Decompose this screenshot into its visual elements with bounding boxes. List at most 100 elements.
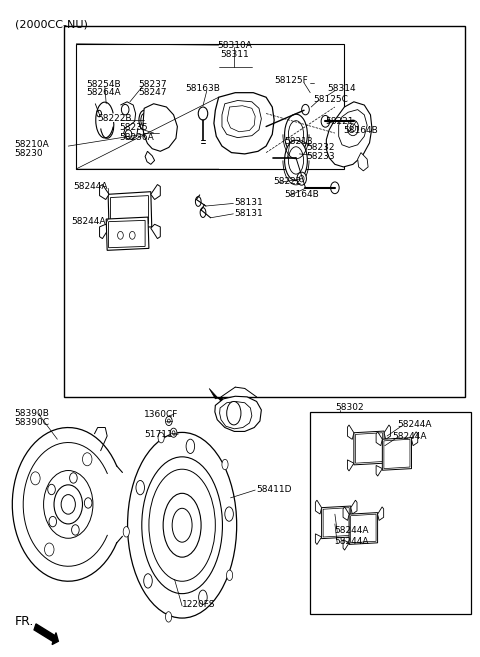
Polygon shape bbox=[315, 534, 322, 545]
Polygon shape bbox=[315, 500, 322, 514]
Bar bbox=[310, 412, 470, 614]
Text: 58131: 58131 bbox=[234, 198, 263, 207]
Polygon shape bbox=[326, 102, 372, 167]
Ellipse shape bbox=[288, 121, 303, 148]
Text: 58222B: 58222B bbox=[97, 114, 132, 124]
Text: 58247: 58247 bbox=[138, 88, 167, 97]
Circle shape bbox=[70, 473, 77, 483]
Text: 58264A: 58264A bbox=[86, 88, 120, 97]
Text: 58236A: 58236A bbox=[119, 133, 154, 142]
Text: FR.: FR. bbox=[14, 615, 34, 628]
Circle shape bbox=[166, 417, 172, 426]
Text: 58244A: 58244A bbox=[72, 217, 106, 226]
Text: 58390B: 58390B bbox=[14, 409, 49, 418]
Polygon shape bbox=[219, 401, 252, 429]
Ellipse shape bbox=[285, 140, 307, 181]
Polygon shape bbox=[358, 152, 368, 171]
Ellipse shape bbox=[222, 459, 228, 470]
Text: 51711: 51711 bbox=[144, 430, 173, 438]
Polygon shape bbox=[99, 185, 109, 200]
Ellipse shape bbox=[128, 432, 237, 618]
Text: 1360CF: 1360CF bbox=[144, 410, 179, 419]
Circle shape bbox=[301, 104, 309, 115]
Circle shape bbox=[297, 172, 306, 185]
Circle shape bbox=[83, 453, 92, 466]
Circle shape bbox=[118, 231, 123, 239]
Ellipse shape bbox=[225, 507, 233, 521]
Circle shape bbox=[125, 130, 132, 139]
Ellipse shape bbox=[172, 509, 192, 542]
Circle shape bbox=[61, 495, 75, 514]
Polygon shape bbox=[209, 388, 225, 405]
Circle shape bbox=[49, 516, 57, 527]
Text: 58164B: 58164B bbox=[343, 126, 378, 135]
Text: 58237: 58237 bbox=[138, 79, 167, 89]
Ellipse shape bbox=[166, 612, 172, 622]
Circle shape bbox=[350, 124, 356, 132]
Text: 58213: 58213 bbox=[284, 137, 313, 146]
Circle shape bbox=[121, 104, 129, 115]
Polygon shape bbox=[145, 151, 155, 164]
Circle shape bbox=[347, 120, 359, 136]
Polygon shape bbox=[383, 438, 411, 470]
Text: 58244A: 58244A bbox=[334, 526, 369, 535]
Polygon shape bbox=[339, 110, 367, 147]
Ellipse shape bbox=[163, 493, 201, 557]
Text: 58254B: 58254B bbox=[86, 79, 120, 89]
Bar bbox=[64, 26, 466, 397]
Text: 58210A: 58210A bbox=[14, 141, 49, 149]
Ellipse shape bbox=[227, 401, 241, 425]
Circle shape bbox=[130, 231, 135, 239]
Ellipse shape bbox=[149, 469, 216, 581]
Text: 1220FS: 1220FS bbox=[182, 600, 216, 609]
Polygon shape bbox=[323, 508, 349, 537]
Polygon shape bbox=[322, 506, 351, 539]
Polygon shape bbox=[348, 460, 354, 471]
Text: 58244A: 58244A bbox=[393, 432, 427, 441]
Polygon shape bbox=[143, 104, 178, 151]
Circle shape bbox=[331, 182, 339, 194]
Polygon shape bbox=[343, 539, 349, 550]
Circle shape bbox=[198, 107, 208, 120]
Text: 58314: 58314 bbox=[328, 84, 356, 93]
Polygon shape bbox=[411, 432, 418, 445]
Ellipse shape bbox=[227, 570, 233, 581]
Text: 58311: 58311 bbox=[220, 51, 249, 59]
Circle shape bbox=[45, 543, 54, 556]
Polygon shape bbox=[108, 220, 145, 248]
Text: 58125F: 58125F bbox=[274, 76, 308, 85]
Polygon shape bbox=[227, 106, 255, 132]
Polygon shape bbox=[384, 425, 391, 440]
Polygon shape bbox=[222, 101, 261, 137]
Ellipse shape bbox=[288, 147, 303, 174]
Text: 58310A: 58310A bbox=[217, 41, 252, 50]
Polygon shape bbox=[351, 514, 376, 543]
Ellipse shape bbox=[285, 114, 307, 154]
Polygon shape bbox=[351, 500, 357, 514]
Polygon shape bbox=[151, 185, 160, 200]
Ellipse shape bbox=[142, 457, 222, 594]
Circle shape bbox=[31, 472, 40, 485]
Polygon shape bbox=[99, 224, 109, 238]
Polygon shape bbox=[376, 465, 383, 476]
Text: 58302: 58302 bbox=[335, 403, 363, 413]
Ellipse shape bbox=[186, 439, 194, 453]
Text: 58235: 58235 bbox=[119, 124, 148, 132]
Circle shape bbox=[72, 525, 79, 535]
Circle shape bbox=[321, 116, 330, 127]
Text: 58244A: 58244A bbox=[73, 182, 108, 191]
Text: 58125C: 58125C bbox=[313, 95, 348, 104]
Text: 58164B: 58164B bbox=[285, 190, 319, 199]
Text: 58221: 58221 bbox=[325, 117, 354, 126]
Polygon shape bbox=[343, 507, 349, 520]
Ellipse shape bbox=[136, 480, 144, 495]
Text: 58222: 58222 bbox=[273, 177, 301, 186]
Circle shape bbox=[44, 470, 93, 538]
Text: (2000CC-NU): (2000CC-NU) bbox=[14, 19, 87, 29]
Bar bbox=[76, 44, 344, 169]
Text: 58230: 58230 bbox=[14, 149, 43, 158]
Circle shape bbox=[54, 485, 83, 524]
Ellipse shape bbox=[123, 527, 129, 537]
FancyArrow shape bbox=[34, 624, 59, 645]
Text: 58390C: 58390C bbox=[14, 418, 49, 427]
